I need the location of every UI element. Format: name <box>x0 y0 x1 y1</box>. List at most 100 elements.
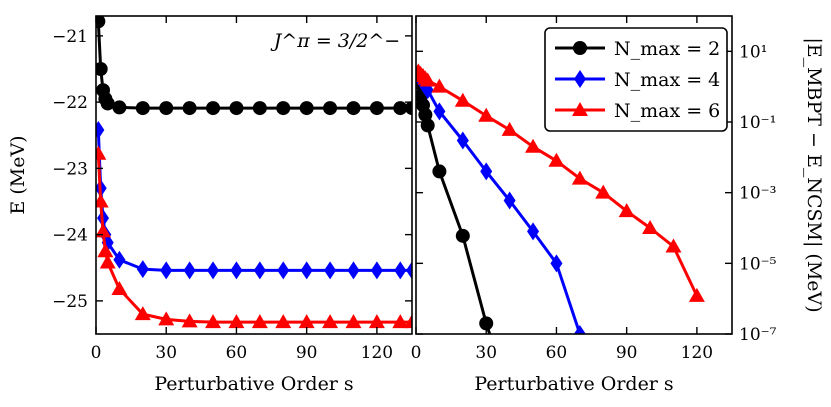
data-point-right-2-11 <box>571 170 588 185</box>
data-point-right-2-5 <box>431 78 448 93</box>
data-point-right-2-15 <box>665 238 682 253</box>
y-tick-label: 10¹ <box>739 42 767 62</box>
data-point-left-2-8 <box>181 313 198 328</box>
right-y-axis-label: |E_MBPT − E_NCSM| (MeV) <box>803 37 825 312</box>
data-point-right-2-9 <box>525 138 542 153</box>
x-tick-label: 30 <box>155 343 177 363</box>
y-tick-label: −22 <box>52 93 88 113</box>
data-point-left-0-5 <box>112 100 127 115</box>
series-line-left-2 <box>96 153 412 324</box>
data-point-right-2-10 <box>548 152 565 167</box>
left-axes-frame <box>95 15 413 335</box>
legend-entry-1: N_max = 4 <box>555 69 720 91</box>
data-point-left-2-17 <box>392 314 409 329</box>
data-point-left-0-11 <box>252 101 267 116</box>
data-point-left-2-11 <box>251 314 268 329</box>
j-pi-annotation: J^π = 3/2^− <box>270 30 400 52</box>
data-point-left-1-5 <box>113 250 126 269</box>
legend-box <box>544 27 728 132</box>
data-point-right-1-9 <box>527 222 540 241</box>
data-point-left-1-10 <box>230 261 243 280</box>
series-line-left-1 <box>96 129 412 272</box>
data-point-left-2-18 <box>404 314 412 329</box>
data-point-left-2-12 <box>275 314 292 329</box>
data-point-left-0-18 <box>405 101 412 116</box>
data-point-left-1-6 <box>136 260 149 279</box>
data-point-right-0-3 <box>418 107 433 122</box>
y-tick-label: −24 <box>52 226 88 246</box>
data-point-right-1-8 <box>503 191 516 210</box>
series-left-1 <box>96 120 412 280</box>
data-point-left-1-11 <box>253 261 266 280</box>
data-point-right-0-6 <box>455 228 470 243</box>
left-y-axis-label: E (MeV) <box>7 135 29 214</box>
data-point-left-2-10 <box>228 314 245 329</box>
x-tick-label: 60 <box>226 343 248 363</box>
data-point-left-1-13 <box>300 261 313 280</box>
x-tick-label: 90 <box>616 343 638 363</box>
y-tick-label: 10⁻⁵ <box>739 254 777 274</box>
x-tick-label: 0 <box>411 343 422 363</box>
data-point-left-0-10 <box>229 101 244 116</box>
data-point-right-1-5 <box>433 102 446 121</box>
data-point-right-0-4 <box>420 118 435 133</box>
legend-marker-circle <box>573 41 587 55</box>
y-tick-label: −23 <box>52 159 88 179</box>
data-point-left-0-8 <box>182 101 197 116</box>
data-point-left-0-16 <box>369 101 384 116</box>
data-point-left-0-7 <box>159 101 174 116</box>
data-point-left-2-3 <box>97 243 114 258</box>
data-point-left-2-16 <box>368 314 385 329</box>
data-point-right-1-7 <box>480 162 493 181</box>
right-x-axis-label: Perturbative Order s <box>474 373 673 395</box>
legend-entry-2: N_max = 6 <box>555 100 720 122</box>
x-tick-label: 120 <box>361 343 393 363</box>
data-point-left-0-0 <box>96 16 106 29</box>
y-tick-label: 10⁻⁷ <box>739 325 777 345</box>
data-point-left-2-2 <box>96 223 112 238</box>
data-point-left-0-17 <box>393 101 408 116</box>
data-point-left-2-15 <box>345 314 362 329</box>
legend-marker-diamond <box>574 70 586 88</box>
series-right-2 <box>416 63 705 302</box>
data-point-right-2-12 <box>595 184 612 199</box>
y-tick-label: 10⁻³ <box>739 184 776 204</box>
y-tick-label: −21 <box>52 27 88 47</box>
data-point-left-1-8 <box>183 261 196 280</box>
y-tick-label: 10⁻¹ <box>739 113 776 133</box>
data-point-right-2-6 <box>454 92 471 107</box>
data-point-right-0-5 <box>432 164 447 179</box>
legend-label: N_max = 6 <box>614 100 720 122</box>
data-point-right-2-13 <box>618 203 635 218</box>
series-right-0 <box>416 75 494 334</box>
data-point-left-2-5 <box>111 280 128 295</box>
data-point-right-2-14 <box>642 220 659 234</box>
x-tick-label: 120 <box>681 343 713 363</box>
right-axes-frame <box>415 15 733 335</box>
data-point-left-0-13 <box>299 101 314 116</box>
data-point-left-1-15 <box>347 261 360 280</box>
data-point-left-2-0 <box>96 145 107 160</box>
series-left-0 <box>96 16 412 116</box>
data-point-right-1-6 <box>456 131 469 150</box>
data-point-left-0-9 <box>206 101 221 116</box>
data-point-left-0-14 <box>323 101 338 116</box>
data-point-left-1-12 <box>277 261 290 280</box>
x-tick-label: 60 <box>546 343 568 363</box>
data-point-left-2-6 <box>134 306 151 321</box>
data-point-right-2-8 <box>501 121 518 136</box>
data-point-right-2-7 <box>478 107 495 122</box>
data-point-left-1-9 <box>207 261 220 280</box>
data-point-left-0-6 <box>135 101 150 116</box>
data-point-left-1-16 <box>370 261 383 280</box>
series-left-2 <box>96 145 412 329</box>
legend-marker-triangle <box>572 102 588 116</box>
legend-label: N_max = 2 <box>614 38 720 60</box>
x-tick-label: 0 <box>91 343 102 363</box>
data-point-left-1-18 <box>406 261 412 280</box>
data-point-right-0-7 <box>479 316 494 331</box>
left-x-axis-label: Perturbative Order s <box>154 373 353 395</box>
legend: N_max = 2 N_max = 4 N_max = 6 <box>544 27 728 132</box>
data-point-left-2-1 <box>96 193 109 208</box>
